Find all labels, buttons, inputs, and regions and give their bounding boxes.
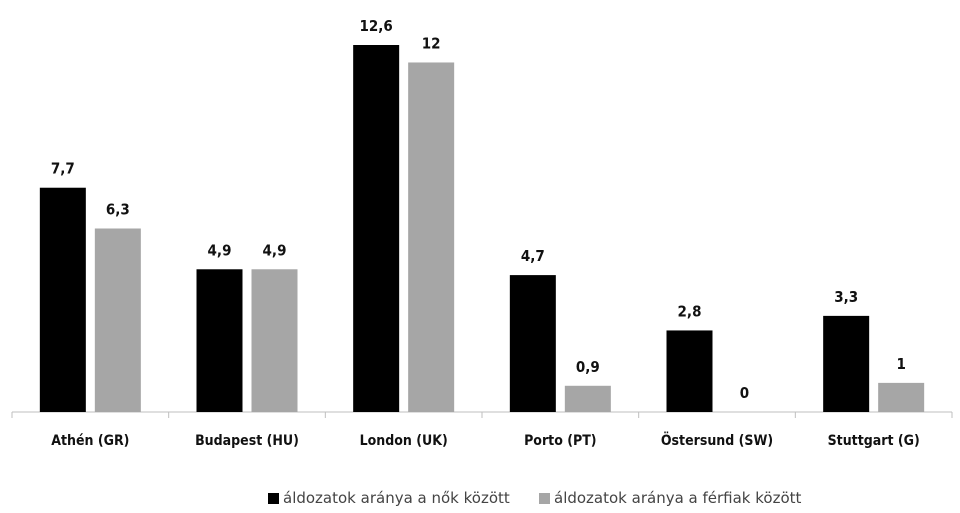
bar-men: [94, 228, 141, 412]
data-label-men: 0: [740, 384, 749, 402]
data-label-women: 7,7: [51, 160, 75, 178]
bar-women: [666, 330, 713, 412]
bars: [39, 45, 925, 412]
bar-men: [878, 382, 925, 412]
data-label-women: 4,7: [521, 247, 545, 265]
category-label: Budapest (HU): [195, 433, 299, 449]
category-label: Porto (PT): [524, 433, 597, 449]
bar-men: [251, 269, 298, 412]
category-label: Östersund (SW): [661, 431, 773, 449]
data-label-women: 3,3: [834, 288, 858, 306]
category-label: London (UK): [360, 433, 448, 449]
bar-women: [196, 269, 243, 412]
bar-women: [509, 275, 556, 412]
bar-chart: 7,7 6,3 4,9 4,9 12,6 12 4,7 0,9 2,8 0 3,3 1 Athén (…: [11, 17, 953, 449]
data-label-men: 0,9: [576, 358, 600, 376]
legend: áldozatok aránya a nők között áldozatok …: [0, 489, 960, 513]
legend-swatch-women: [268, 492, 279, 504]
x-axis-ticks: [11, 412, 953, 418]
legend-item-men: áldozatok aránya a férfiak között: [539, 489, 801, 507]
bar-men: [564, 385, 611, 412]
bar-women: [353, 45, 400, 412]
bar-women: [823, 315, 870, 412]
legend-label-women: áldozatok aránya a nők között: [283, 489, 510, 507]
category-labels: Athén (GR) Budapest (HU) London (UK) Porto …: [51, 431, 919, 449]
data-labels: 7,7 6,3 4,9 4,9 12,6 12 4,7 0,9 2,8 0 3,3 1: [51, 17, 906, 402]
legend-label-men: áldozatok aránya a férfiak között: [554, 489, 802, 507]
legend-item-women: áldozatok aránya a nők között: [268, 489, 510, 507]
bar-women: [39, 187, 86, 412]
category-label: Athén (GR): [51, 433, 129, 449]
bar-men: [408, 62, 455, 412]
data-label-men: 4,9: [263, 241, 287, 259]
legend-swatch-men: [539, 492, 550, 504]
category-label: Stuttgart (G): [828, 433, 920, 449]
data-label-women: 2,8: [678, 302, 702, 320]
data-label-men: 6,3: [106, 201, 130, 219]
data-label-women: 12,6: [360, 17, 393, 35]
data-label-men: 12: [422, 34, 441, 52]
data-label-women: 4,9: [208, 241, 232, 259]
data-label-men: 1: [896, 355, 905, 373]
